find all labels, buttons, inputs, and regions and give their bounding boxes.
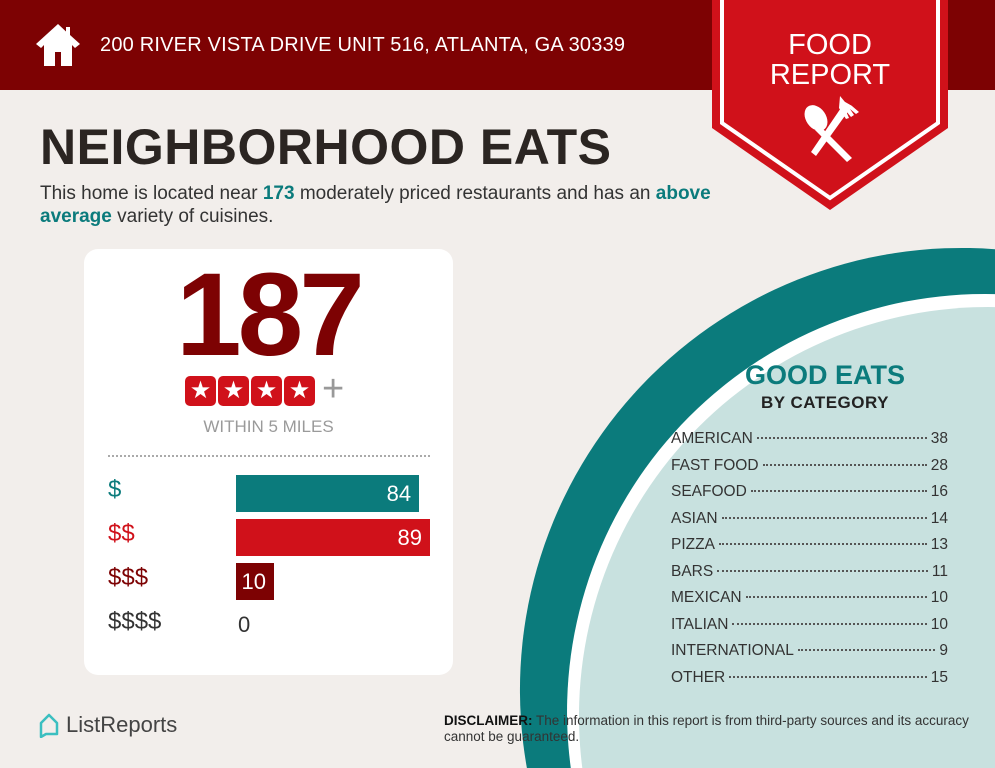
star-icon: ★ <box>218 376 249 406</box>
category-name: OTHER <box>671 668 726 686</box>
property-address: 200 RIVER VISTA DRIVE UNIT 516, ATLANTA,… <box>100 34 626 56</box>
dot-leader <box>745 596 927 598</box>
category-count: 15 <box>930 668 948 686</box>
dot-leader <box>718 543 927 545</box>
category-count: 13 <box>930 536 948 553</box>
dot-leader <box>762 463 927 466</box>
star-icon: ★ <box>185 376 216 406</box>
category-row: SEAFOOD 16 <box>671 483 948 510</box>
category-name: INTERNATIONAL <box>671 642 794 659</box>
category-row: ASIAN 14 <box>671 510 948 537</box>
price-level-bar: 84 <box>236 475 420 512</box>
category-name: PIZZA <box>671 536 715 553</box>
price-level-bar: 89 <box>236 519 430 556</box>
plus-sign: + <box>322 368 345 410</box>
total-restaurants: 187 <box>176 249 365 381</box>
price-level-bar: 10 <box>236 563 274 600</box>
dot-leader <box>721 516 927 519</box>
listreports-logo: ListReports <box>38 712 177 738</box>
within-label: WITHIN 5 MILES <box>203 417 334 436</box>
dot-leader <box>717 569 928 572</box>
category-row: OTHER 15 <box>671 669 948 696</box>
badge-title: FOOD REPORT <box>769 29 891 91</box>
category-row: PIZZA 13 <box>671 536 948 563</box>
price-level-label: $$$ <box>108 564 149 591</box>
good-eats-subtitle: BY CATEGORY <box>761 393 889 412</box>
price-level-label: $$ <box>108 520 135 547</box>
price-level-label: $ <box>108 476 122 503</box>
category-count: 14 <box>930 509 948 527</box>
listreports-logo-icon <box>39 713 59 738</box>
category-row: ITALIAN 10 <box>671 616 948 643</box>
category-name: MEXICAN <box>671 589 742 606</box>
page-title: NEIGHBORHOOD EATS <box>40 119 612 175</box>
disclaimer: DISCLAIMER: The information in this repo… <box>444 713 969 744</box>
star-icon: ★ <box>284 376 315 406</box>
category-name: FAST FOOD <box>671 456 759 474</box>
category-list: AMERICAN 38 FAST FOOD 28 SEAFOOD 16 ASIAN 14 PIZ… <box>671 430 948 695</box>
category-name: ITALIAN <box>671 615 729 633</box>
category-row: MEXICAN 10 <box>671 589 948 616</box>
category-row: AMERICAN 38 <box>671 430 948 457</box>
category-count: 10 <box>930 589 948 606</box>
category-count: 10 <box>930 615 948 633</box>
restaurant-count-card: 187 <box>84 249 453 675</box>
star-icon: ★ <box>251 376 282 406</box>
home-icon <box>36 24 80 66</box>
category-count: 28 <box>930 456 948 474</box>
category-name: ASIAN <box>671 509 718 527</box>
category-row: INTERNATIONAL 9 <box>671 642 948 669</box>
category-count: 9 <box>939 642 948 659</box>
divider <box>108 455 430 457</box>
dot-leader <box>732 622 927 625</box>
dot-leader <box>756 437 927 439</box>
category-name: BARS <box>671 562 714 580</box>
intro-text: This home is located near 173 moderately… <box>40 183 711 227</box>
food-report-badge <box>712 0 948 210</box>
category-count: 11 <box>931 562 948 580</box>
category-row: BARS 11 <box>671 563 948 590</box>
category-name: AMERICAN <box>671 430 753 447</box>
price-level-label: $$$$ <box>108 608 162 635</box>
spoon-fork-icon <box>804 96 859 162</box>
category-count: 16 <box>930 483 948 500</box>
category-row: FAST FOOD 28 <box>671 457 948 484</box>
dot-leader <box>750 490 927 492</box>
dot-leader <box>729 675 927 678</box>
star-rating: ★ ★ ★ ★ <box>185 376 315 406</box>
price-level-value: 0 <box>238 612 251 637</box>
category-name: SEAFOOD <box>671 483 747 500</box>
good-eats-title: GOOD EATS <box>744 360 905 390</box>
dot-leader <box>797 649 936 651</box>
category-count: 38 <box>930 430 948 447</box>
